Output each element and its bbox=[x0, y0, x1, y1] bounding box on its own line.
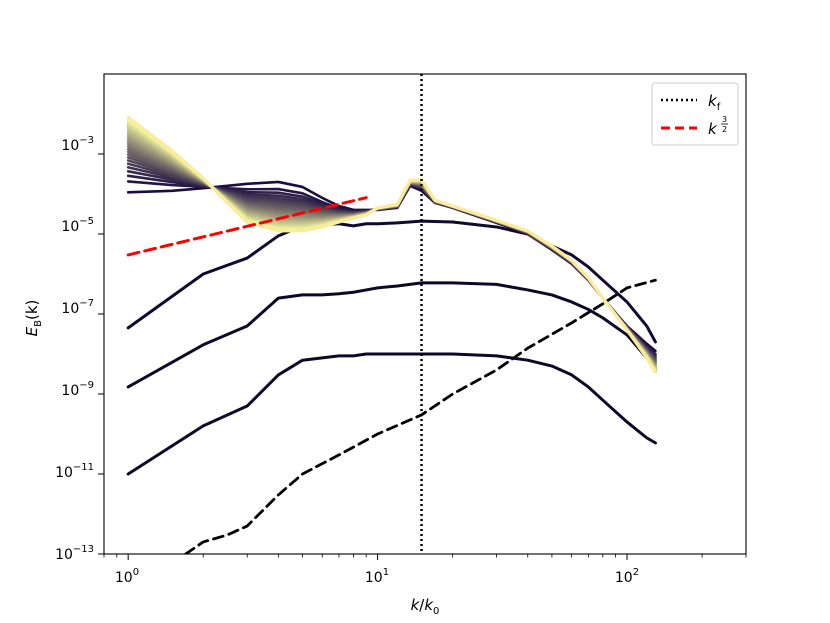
reference-line-k32 bbox=[126, 196, 368, 257]
y-tick-label: 10−13 bbox=[55, 544, 94, 563]
legend-exp-num: 3 bbox=[722, 115, 727, 124]
legend: kf k 3 2 bbox=[651, 82, 739, 146]
spectrum-series-line bbox=[126, 166, 657, 360]
y-tick-label: 10−9 bbox=[61, 380, 94, 399]
spectrum-series-line bbox=[126, 159, 657, 362]
y-tick-labels: 10−13 10−11 10−9 10−7 10−5 10−3 bbox=[55, 135, 94, 563]
spectrum-series-line bbox=[126, 138, 657, 368]
y-tick-label: 10−3 bbox=[61, 135, 94, 154]
spectrum-series-line bbox=[126, 117, 657, 374]
spectrum-series-line bbox=[126, 162, 657, 361]
x-axis-label: k/k0 bbox=[411, 596, 440, 617]
spectrum-series-line bbox=[126, 140, 657, 367]
y-tick-label: 10−5 bbox=[61, 216, 94, 235]
spectrum-series-line bbox=[126, 125, 657, 371]
final-series-line bbox=[126, 115, 658, 374]
axes-frame bbox=[103, 73, 747, 555]
spectrum-series-line bbox=[126, 127, 657, 371]
dashed-black-series bbox=[184, 278, 657, 554]
early-series-line bbox=[126, 352, 657, 476]
legend-exp-den: 2 bbox=[722, 125, 727, 134]
plot-area bbox=[126, 74, 658, 554]
early-series-line bbox=[126, 219, 657, 344]
early-series-line bbox=[126, 281, 657, 389]
y-tick-label: 10−7 bbox=[61, 298, 94, 317]
x-tick-labels: 100 101 102 bbox=[115, 567, 639, 586]
spectrum-series-line bbox=[126, 135, 657, 368]
spectrum-series-line bbox=[126, 133, 657, 369]
legend-box bbox=[651, 82, 739, 146]
spectrum-series-line bbox=[126, 131, 657, 370]
legend-label-k32: k bbox=[708, 120, 718, 138]
y-axis-label: EB(k) bbox=[23, 300, 44, 337]
x-tick-label: 101 bbox=[365, 567, 389, 586]
spectrum-series-line bbox=[126, 142, 657, 366]
spectrum-series-line bbox=[126, 123, 657, 372]
axis-ticks bbox=[98, 153, 747, 560]
legend-label-kf: kf bbox=[708, 92, 721, 113]
x-tick-label: 102 bbox=[615, 567, 639, 586]
x-tick-label: 100 bbox=[115, 567, 139, 586]
spectrum-series-line bbox=[126, 119, 657, 373]
spectrum-series-line bbox=[126, 145, 657, 366]
spectrum-series-line bbox=[126, 115, 657, 374]
spectrum-series-line bbox=[126, 121, 657, 372]
y-tick-label: 10−11 bbox=[55, 462, 94, 481]
spectrum-series-line bbox=[126, 129, 657, 370]
